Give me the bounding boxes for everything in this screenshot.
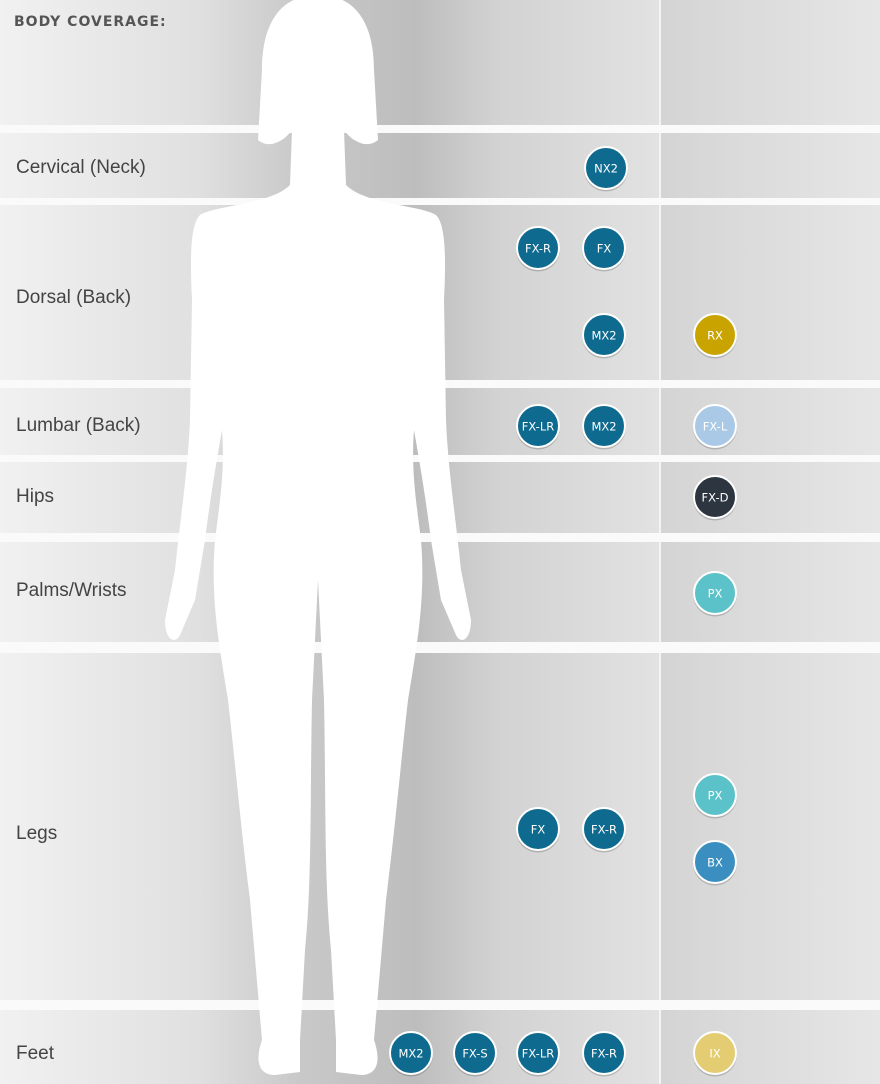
row-label: Legs <box>16 823 57 844</box>
badge: NX2 <box>584 147 628 192</box>
badge-label: FX <box>597 242 612 256</box>
badge-label: FX <box>531 823 546 837</box>
badge-label: FX-L <box>703 420 728 434</box>
body-coverage-diagram: BODY COVERAGE: Cervical (Neck) NX2 Dorsal … <box>0 0 880 1084</box>
badge: PX <box>693 572 737 617</box>
badge: FX-L <box>693 405 737 450</box>
badge-label: FX-R <box>525 242 551 256</box>
badge-label: MX2 <box>398 1047 423 1061</box>
row-label: Dorsal (Back) <box>16 287 131 308</box>
badge: MX2 <box>582 314 626 359</box>
badge: FX-R <box>516 227 560 272</box>
badge: FX-S <box>453 1032 497 1077</box>
row-label: Hips <box>16 486 54 507</box>
badge: FX-R <box>582 1032 626 1077</box>
badge-label: BX <box>707 856 723 870</box>
badge-label: FX-LR <box>522 1047 554 1061</box>
badge-label: IX <box>709 1047 720 1061</box>
badge-label: MX2 <box>591 329 616 343</box>
badge-label: FX-R <box>591 1047 617 1061</box>
badge-label: FX-D <box>702 491 729 505</box>
row-label: Feet <box>16 1043 55 1064</box>
badge: MX2 <box>389 1032 433 1077</box>
badge: FX <box>582 227 626 272</box>
badge-label: NX2 <box>594 162 618 176</box>
badge: FX-LR <box>516 1032 560 1077</box>
row-label: Lumbar (Back) <box>16 415 141 436</box>
badge: IX <box>693 1032 737 1077</box>
badge: FX-R <box>582 808 626 853</box>
badge: MX2 <box>582 405 626 450</box>
badge-label: PX <box>708 789 723 803</box>
badge: FX-D <box>693 476 737 521</box>
badge: FX <box>516 808 560 853</box>
badge: BX <box>693 841 737 886</box>
row-label: Cervical (Neck) <box>16 157 146 178</box>
badge-label: MX2 <box>591 420 616 434</box>
badge-label: FX-LR <box>522 420 554 434</box>
badge-label: RX <box>707 329 723 343</box>
badge-label: FX-S <box>462 1047 487 1061</box>
badge-label: FX-R <box>591 823 617 837</box>
row-label: Palms/Wrists <box>16 580 126 601</box>
badge: FX-LR <box>516 405 560 450</box>
badge-label: PX <box>708 587 723 601</box>
page: {"header": {"title": "BODY COVERAGE:"}, … <box>0 0 880 1084</box>
badge: PX <box>693 774 737 819</box>
badge: RX <box>693 314 737 359</box>
header-title: BODY COVERAGE: <box>14 14 167 30</box>
